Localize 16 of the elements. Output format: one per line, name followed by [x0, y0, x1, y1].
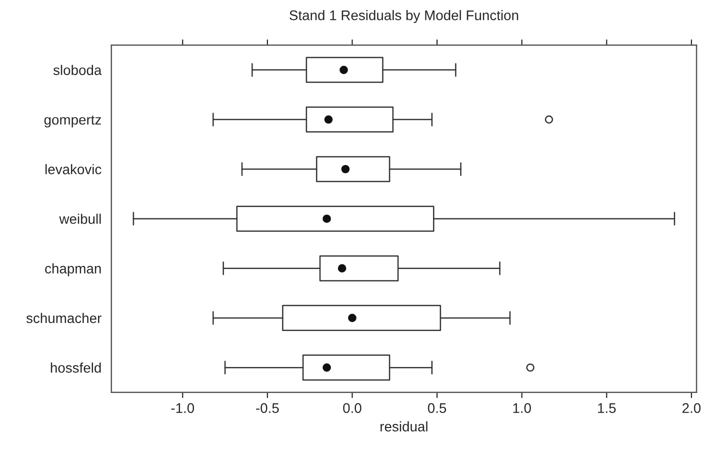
y-tick-label: levakovic	[45, 164, 102, 174]
x-tick-label: 2.0	[682, 403, 701, 413]
chart-title: Stand 1 Residuals by Model Function	[290, 10, 518, 23]
x-tick-label: -0.5	[256, 403, 279, 413]
y-tick-label: hossfeld	[50, 362, 101, 373]
y-tick-label: schumacher	[26, 312, 102, 324]
x-tick-label: -1.0	[171, 403, 194, 413]
y-tick-label: gompertz	[44, 116, 101, 128]
y-tick-label: weibull	[59, 214, 101, 224]
y-tick-label: sloboda	[53, 64, 102, 76]
x-tick-label: 1.5	[598, 403, 616, 413]
x-tick-label: 0.5	[428, 403, 446, 413]
x-tick-label: 1.0	[513, 403, 531, 413]
x-tick-label: 0.0	[343, 403, 362, 413]
x-axis-title: residual	[380, 421, 428, 432]
y-tick-label: chapman	[45, 263, 101, 276]
